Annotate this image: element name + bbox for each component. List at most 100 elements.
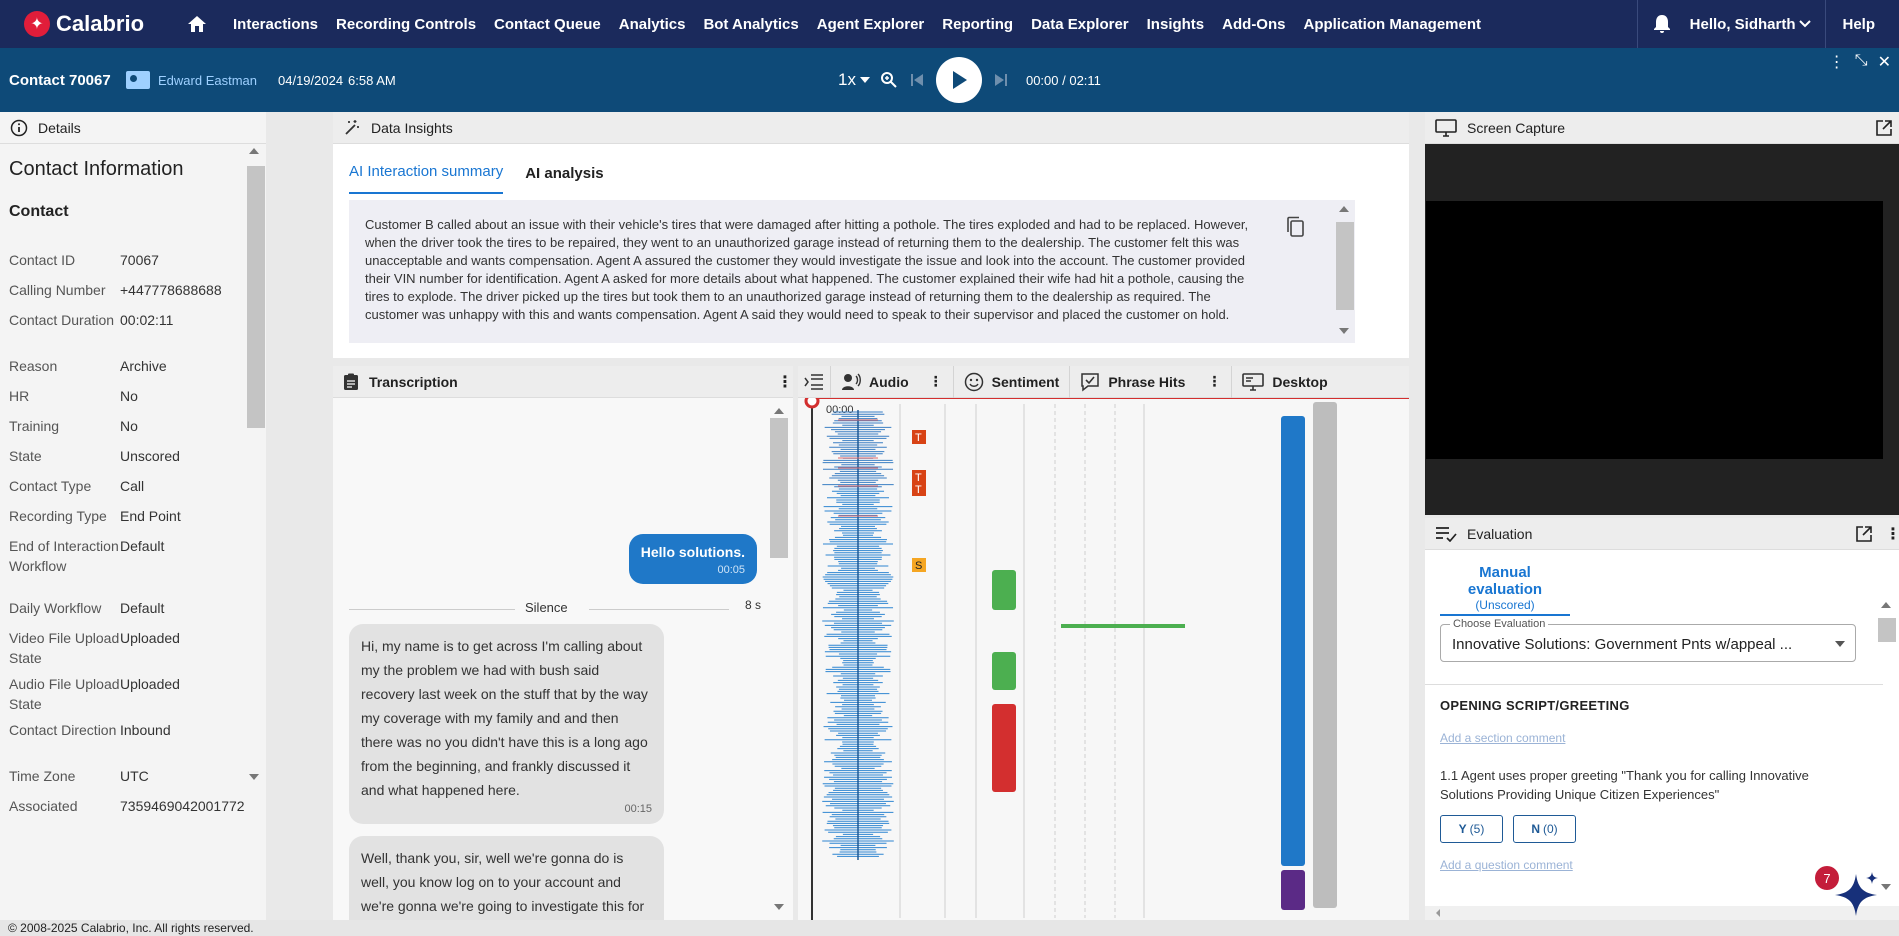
silence-line-left <box>349 609 515 610</box>
add-question-comment-link[interactable]: Add a question comment <box>1440 858 1573 872</box>
phrase-marker <box>912 482 926 496</box>
divider <box>1425 684 1883 685</box>
details-title: Details <box>38 119 81 136</box>
scroll-up-icon[interactable] <box>249 148 259 154</box>
tab-ai-interaction-summary[interactable]: AI Interaction summary <box>349 163 504 194</box>
zoom-icon[interactable] <box>880 71 898 89</box>
scroll-down-icon[interactable] <box>249 774 259 780</box>
ai-assistant-sparkle-icon[interactable] <box>1831 870 1881 920</box>
transcript-scrollbar[interactable] <box>768 406 790 916</box>
scroll-down-icon[interactable] <box>774 904 784 910</box>
calabrio-logo[interactable]: ✦ Calabrio <box>0 11 180 37</box>
contact-fields: Contact ID 70067 Calling Number +4477786886… <box>0 221 266 814</box>
phrase-check-icon <box>1081 372 1100 392</box>
player-bar: Contact 70067 Edward Eastman 04/19/2024 … <box>0 48 1899 112</box>
skip-back-icon[interactable] <box>908 71 926 89</box>
contact-field-value: No <box>120 418 138 434</box>
answer-no-button[interactable]: N (0) <box>1513 815 1576 843</box>
answer-yes-button[interactable]: Y (5) <box>1440 815 1503 843</box>
contact-field-row: End of Interaction Workflow Default <box>0 536 266 576</box>
tab-manual-evaluation[interactable]: Manual evaluation (Unscored) <box>1440 564 1570 616</box>
transcription-panel: Transcription ⋮ Hello solutions. 00:05 S… <box>333 366 793 936</box>
evaluation-scrollbar[interactable] <box>1877 602 1899 892</box>
nav-data-explorer[interactable]: Data Explorer <box>1031 15 1129 33</box>
scroll-up-icon[interactable] <box>1339 206 1349 212</box>
timeline-col-sentiment[interactable]: Sentiment <box>954 365 1071 398</box>
scroll-down-icon[interactable] <box>1339 328 1349 334</box>
contact-field-value: 00:02:11 <box>120 312 174 328</box>
scroll-up-icon[interactable] <box>774 408 784 414</box>
playback-speed-select[interactable]: 1x <box>838 70 870 90</box>
bell-icon[interactable] <box>1638 14 1686 34</box>
tab-ai-analysis[interactable]: AI analysis <box>525 165 604 182</box>
nav-application-management[interactable]: Application Management <box>1303 15 1482 33</box>
silence-line-right <box>589 609 729 610</box>
timeline-adjust[interactable] <box>798 365 831 398</box>
summary-scrollbar[interactable] <box>1333 200 1355 343</box>
contact-date: 04/19/2024 <box>278 72 344 88</box>
contact-field-label: Daily Workflow <box>9 600 102 616</box>
nav-insights[interactable]: Insights <box>1146 15 1205 33</box>
collapse-icon[interactable]: ⤡ <box>1854 52 1868 69</box>
no-label: N <box>1531 822 1540 836</box>
monitor-icon <box>1435 118 1457 137</box>
scroll-thumb[interactable] <box>247 166 265 428</box>
add-section-comment-link[interactable]: Add a section comment <box>1440 731 1566 745</box>
scroll-thumb[interactable] <box>1336 222 1354 310</box>
agent-link[interactable]: Edward Eastman <box>126 71 278 89</box>
more-vertical-icon[interactable]: ⋮ <box>777 373 793 391</box>
open-external-icon[interactable] <box>1855 525 1873 543</box>
timeline-col-phrase-hits[interactable]: Phrase Hits ⋮ <box>1070 365 1233 398</box>
more-vertical-icon[interactable]: ⋮ <box>1828 54 1845 71</box>
contact-field-value: Default <box>120 538 165 554</box>
sentiment-positive-mark <box>992 652 1016 690</box>
timeline-panel: Audio ⋮ Sentiment Phrase Hits ⋮ Desktop … <box>798 365 1409 920</box>
scroll-thumb[interactable] <box>770 418 788 558</box>
scroll-left-icon[interactable] <box>1433 906 1443 920</box>
checklist-icon <box>1436 526 1457 542</box>
more-vertical-icon[interactable]: ⋮ <box>1885 525 1899 543</box>
contact-field-value: 70067 <box>120 252 159 268</box>
play-icon <box>952 71 967 89</box>
timeline-header: Audio ⋮ Sentiment Phrase Hits ⋮ Desktop <box>798 365 1409 398</box>
timeline-col-audio[interactable]: Audio ⋮ <box>831 365 954 398</box>
nav-add-ons[interactable]: Add-Ons <box>1222 15 1286 33</box>
notification-badge[interactable]: 7 <box>1813 864 1841 892</box>
contact-field-value: Uploaded <box>120 676 180 692</box>
nav-contact-queue[interactable]: Contact Queue <box>494 15 601 33</box>
evaluation-hscrollbar[interactable] <box>1425 906 1899 920</box>
open-external-icon[interactable] <box>1875 119 1893 137</box>
scroll-down-icon[interactable] <box>1881 884 1891 890</box>
scroll-up-icon[interactable] <box>1881 602 1891 608</box>
help-link[interactable]: Help <box>1842 15 1875 33</box>
nav-bot-analytics[interactable]: Bot Analytics <box>703 15 799 33</box>
contact-field-row: Calling Number +447778688688 <box>0 280 266 300</box>
screen-capture-video[interactable] <box>1426 201 1883 459</box>
more-vertical-icon[interactable]: ⋮ <box>1207 373 1222 389</box>
skip-forward-icon[interactable] <box>992 71 1010 89</box>
user-menu[interactable]: Hello, Sidharth <box>1686 16 1826 33</box>
timeline-col-desktop[interactable]: Desktop <box>1232 366 1337 398</box>
play-button[interactable] <box>935 57 982 103</box>
close-icon[interactable]: ✕ <box>1877 54 1891 71</box>
details-scrollbar[interactable] <box>244 144 266 920</box>
copy-icon[interactable] <box>1285 216 1305 238</box>
nav-agent-explorer[interactable]: Agent Explorer <box>816 15 925 33</box>
nav-analytics[interactable]: Analytics <box>618 15 686 33</box>
choose-evaluation-select[interactable]: Choose Evaluation Innovative Solutions: … <box>1440 618 1856 662</box>
more-vertical-icon[interactable]: ⋮ <box>928 373 943 389</box>
scroll-thumb[interactable] <box>1878 618 1896 642</box>
sparkle-wand-icon <box>345 119 359 135</box>
nav-divider <box>1825 0 1827 48</box>
contact-field-row: Contact Duration 00:02:11 <box>0 310 266 330</box>
home-icon[interactable] <box>186 13 208 35</box>
section-title: OPENING SCRIPT/GREETING <box>1440 698 1630 713</box>
nav-recording-controls[interactable]: Recording Controls <box>336 15 477 33</box>
silence-duration: 8 s <box>744 598 761 612</box>
nav-reporting[interactable]: Reporting <box>942 15 1014 33</box>
nav-interactions[interactable]: Interactions <box>233 15 319 33</box>
transcription-header: Transcription ⋮ <box>333 366 793 398</box>
contact-group-title: Contact <box>9 203 69 220</box>
